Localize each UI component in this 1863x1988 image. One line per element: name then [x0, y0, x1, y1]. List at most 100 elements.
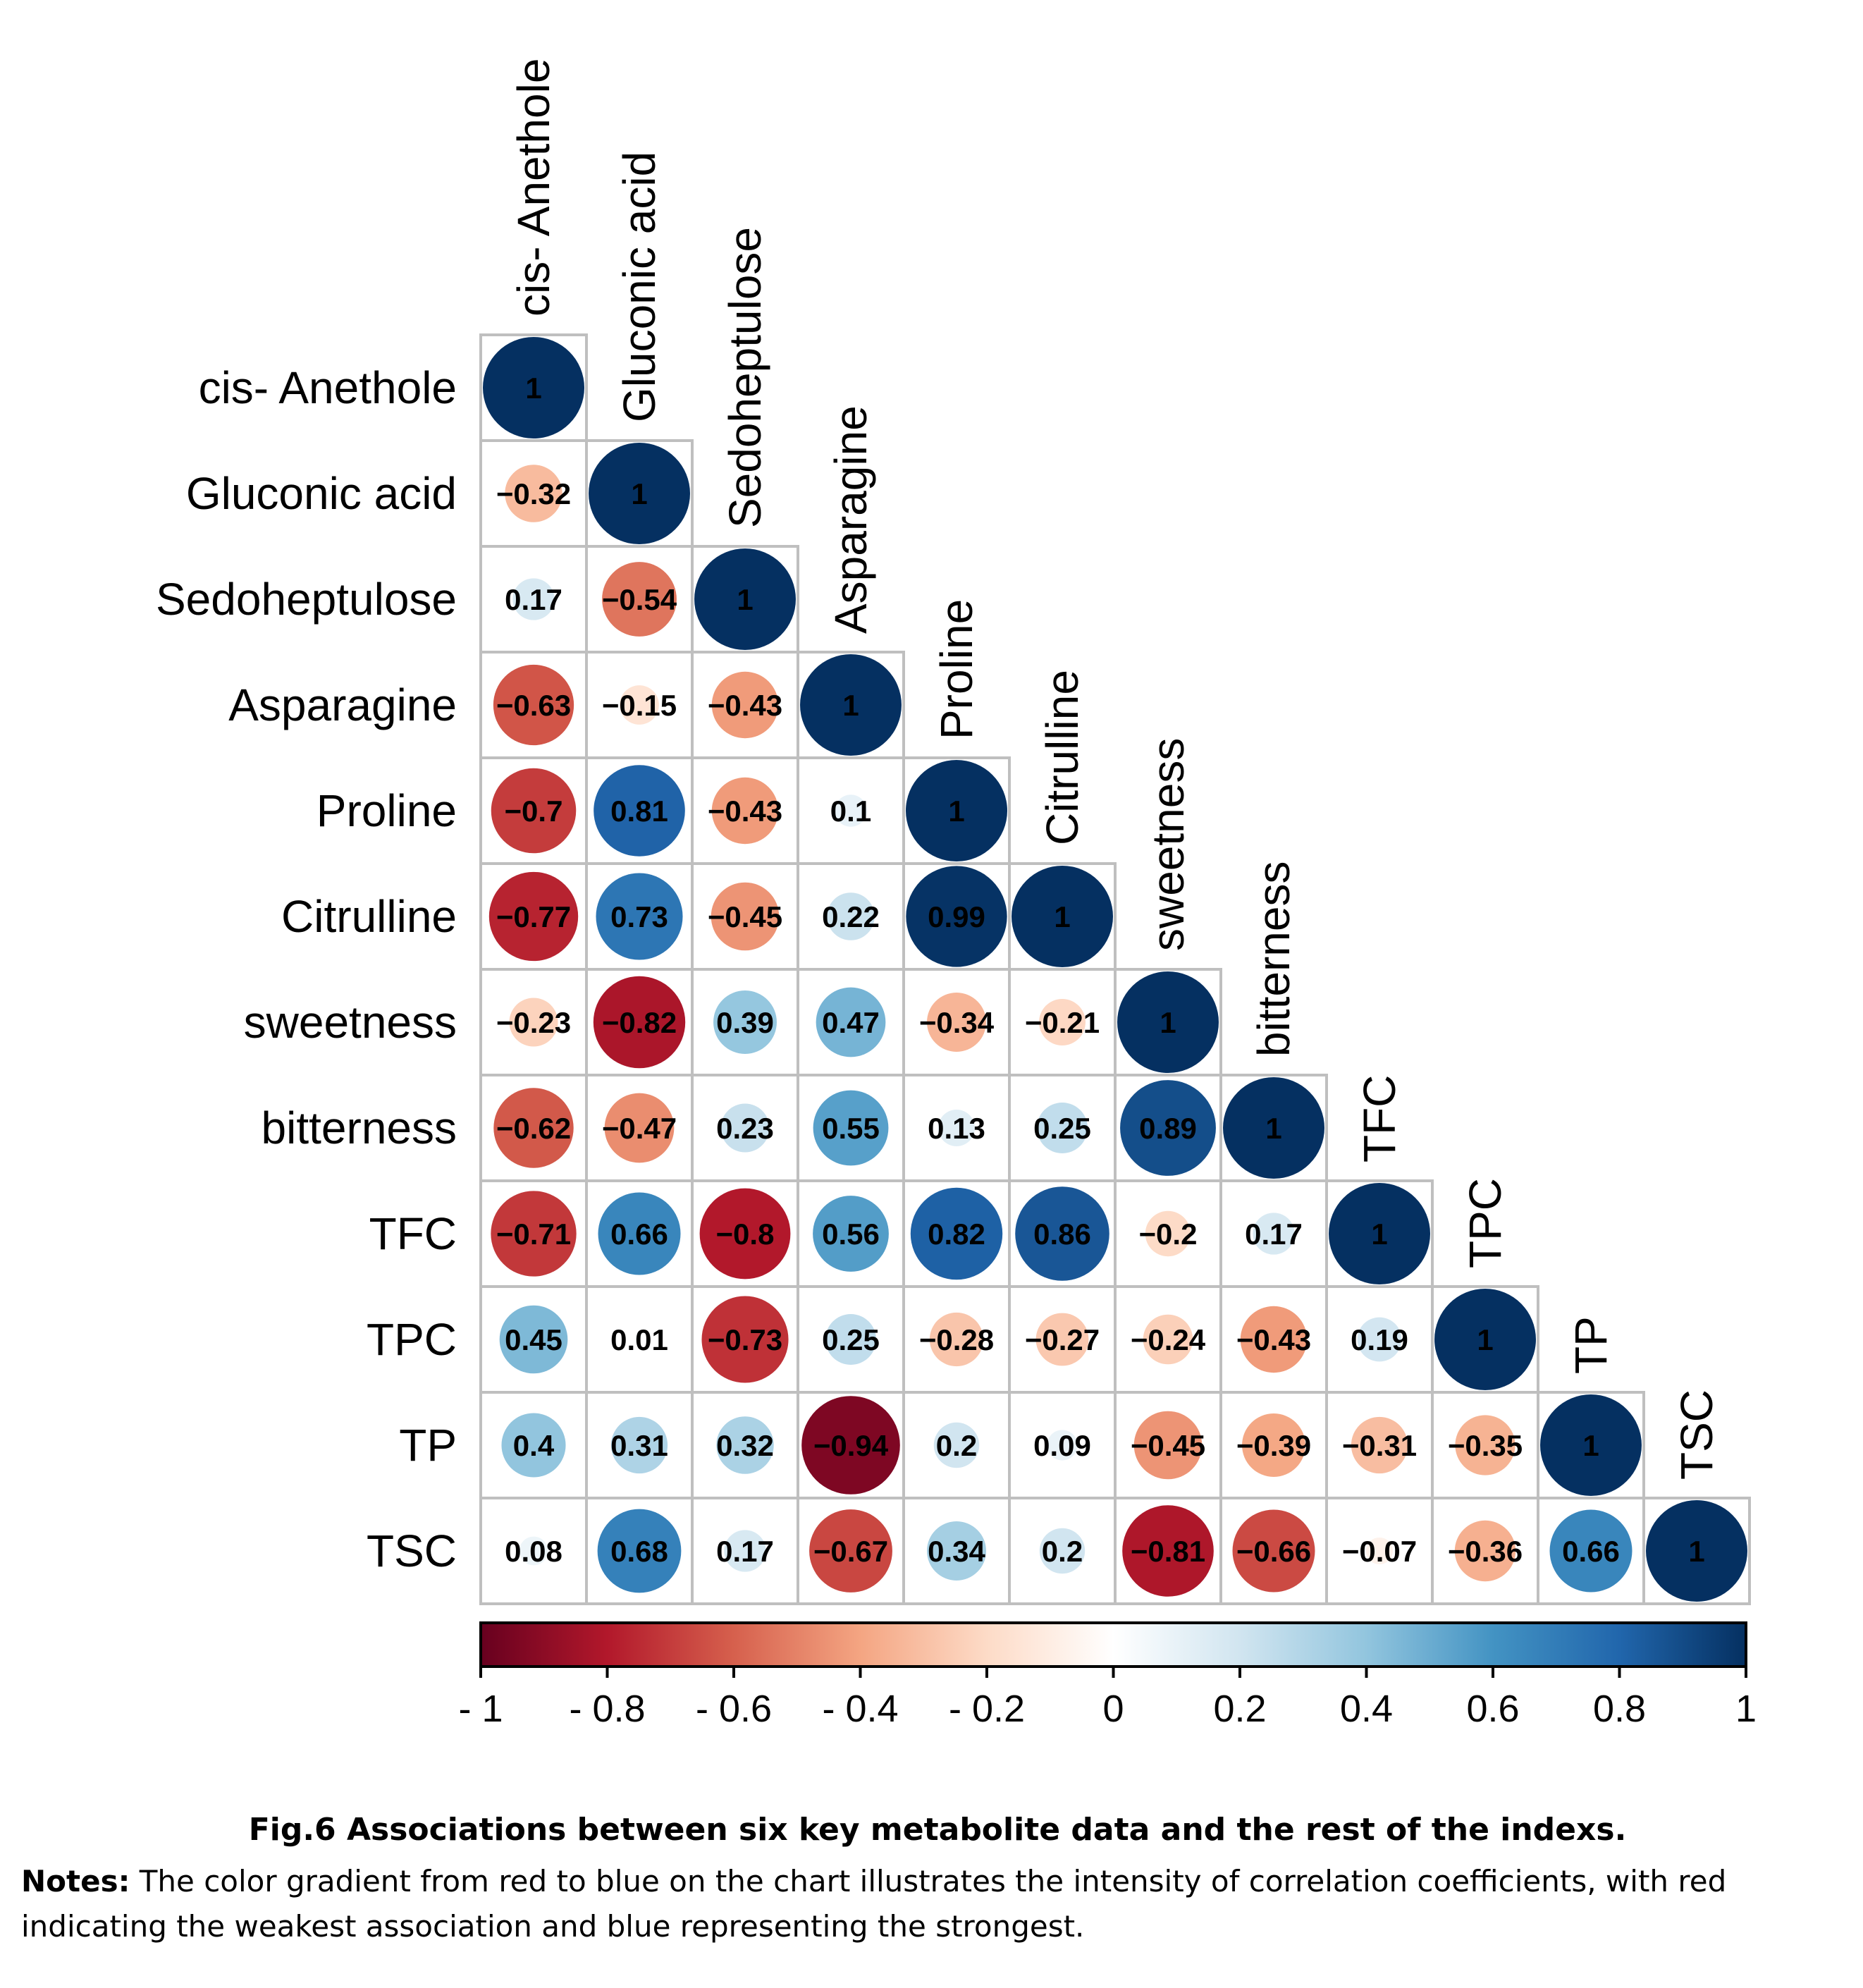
correlation-value: −0.45: [1131, 1429, 1205, 1462]
correlation-circle: [1232, 1509, 1315, 1593]
correlation-value: −0.62: [496, 1112, 571, 1145]
correlation-circle: [1039, 1528, 1086, 1574]
correlation-circle: [933, 1422, 980, 1468]
correlation-value: 0.13: [928, 1112, 985, 1145]
correlation-circle: [800, 654, 902, 756]
correlation-value: 0.34: [928, 1535, 985, 1568]
colorbar-tick-label: 0.2: [1213, 1688, 1266, 1730]
correlation-value: −0.23: [496, 1006, 571, 1039]
correlation-value: 0.22: [822, 900, 880, 933]
correlation-circle: [505, 465, 562, 522]
column-label: Asparagine: [825, 405, 876, 634]
column-label: Citrulline: [1037, 670, 1088, 845]
correlation-circle: [1037, 1103, 1088, 1153]
correlation-circle: [491, 1191, 577, 1277]
correlation-value: −0.27: [1025, 1323, 1100, 1356]
correlation-circle: [610, 1416, 668, 1474]
correlation-circle: [1143, 1314, 1193, 1365]
correlation-circle: [938, 1110, 975, 1146]
correlation-circle: [816, 987, 886, 1057]
correlation-value: 0.01: [610, 1323, 668, 1356]
row-label: TP: [399, 1420, 457, 1471]
caption-notes-label: Notes:: [21, 1864, 130, 1898]
correlation-value: 1: [1054, 900, 1070, 933]
correlation-circle: [724, 1530, 766, 1572]
correlation-circle: [929, 1312, 984, 1367]
colorbar-ticks: - 1 - 0.8 - 0.6 - 0.4 - 0.2 0 0.2 0.4 0.6 0.8 1: [458, 1667, 1757, 1730]
correlation-value: −0.43: [1236, 1323, 1311, 1356]
correlation-circle: [1035, 1313, 1089, 1366]
correlation-circle: [1117, 971, 1219, 1073]
row-label: cis- Anethole: [199, 362, 457, 413]
column-label: cis- Anethole: [508, 59, 559, 317]
correlation-value: 0.08: [505, 1535, 562, 1568]
colorbar-tick-label: - 0.2: [949, 1688, 1025, 1730]
row-labels: cis- Anethole Gluconic acid Sedoheptulose A…: [156, 362, 457, 1576]
correlation-circle: [1039, 999, 1086, 1045]
correlation-circle: [906, 760, 1007, 861]
correlation-circle: [699, 1188, 791, 1280]
correlation-circle: [927, 993, 986, 1052]
colorbar-tick-label: - 0.4: [822, 1688, 898, 1730]
correlation-value: 1: [1582, 1429, 1599, 1462]
correlation-value: 0.17: [1245, 1217, 1303, 1251]
correlation-value: 0.73: [610, 900, 668, 933]
correlation-circle: [701, 1296, 789, 1383]
grid-cell: [797, 756, 905, 865]
correlation-circle: [1253, 1213, 1295, 1255]
correlation-value: 1: [842, 689, 859, 722]
grid-cell: [479, 968, 588, 1076]
correlation-circle: [813, 1090, 889, 1166]
column-label: bitterness: [1248, 861, 1299, 1057]
correlation-circle: [602, 562, 677, 637]
correlation-value: −0.34: [919, 1006, 995, 1039]
colorbar-tick-label: - 0.6: [696, 1688, 772, 1730]
row-label: Gluconic acid: [186, 468, 457, 519]
matrix-circles: [483, 337, 1747, 1602]
column-label: Sedoheptulose: [720, 227, 770, 528]
correlation-value: −0.43: [708, 794, 782, 828]
correlation-value: −0.47: [602, 1112, 677, 1145]
colorbar-legend: - 1 - 0.8 - 0.6 - 0.4 - 0.2 0 0.2 0.4 0.6 0.8 1: [458, 1621, 1757, 1730]
colorbar-tick-label: 1: [1735, 1688, 1757, 1730]
correlation-circle: [906, 866, 1007, 967]
column-label: TFC: [1354, 1075, 1405, 1162]
colorbar-tick-label: 0.4: [1340, 1688, 1393, 1730]
correlation-value: 1: [948, 794, 964, 828]
correlation-value: −0.94: [813, 1429, 889, 1462]
correlation-circle: [634, 1334, 645, 1345]
correlation-circle: [493, 664, 574, 746]
correlation-circle: [1242, 1413, 1305, 1477]
correlation-value: 1: [1160, 1006, 1176, 1039]
correlation-circle: [493, 1088, 574, 1168]
correlation-circle: [1047, 1430, 1078, 1461]
correlation-value: 0.47: [822, 1006, 880, 1039]
column-labels: cis- Anethole Gluconic acid Sedoheptulose A…: [508, 59, 1722, 1480]
correlation-value: −0.35: [1448, 1429, 1523, 1462]
correlation-circle: [1434, 1289, 1536, 1390]
correlation-value: 0.55: [822, 1112, 880, 1145]
matrix-values: 1 −0.32 1 0.17 −0.54 1 −0.63 −0.15 −0.43 1 −0.7 0.8…: [496, 372, 1705, 1568]
column-label: Proline: [931, 599, 982, 740]
correlation-value: −0.77: [496, 900, 571, 933]
correlation-value: 0.25: [822, 1323, 880, 1356]
correlation-value: 1: [737, 583, 753, 616]
correlation-circle: [1646, 1500, 1747, 1602]
correlation-value: 1: [1477, 1323, 1493, 1356]
correlation-value: 1: [525, 372, 541, 405]
correlation-circle: [596, 873, 683, 960]
correlation-circle: [711, 671, 779, 739]
row-label: Proline: [316, 785, 457, 836]
row-label: bitterness: [262, 1103, 457, 1153]
grid-cell: [585, 651, 694, 759]
correlation-value: 0.09: [1033, 1429, 1091, 1462]
correlation-circle: [711, 777, 779, 845]
correlation-value: 0.17: [505, 583, 562, 616]
correlation-circle: [711, 882, 780, 951]
correlation-value: −0.7: [505, 794, 563, 828]
correlation-circle: [509, 998, 558, 1047]
correlation-value: 0.4: [513, 1429, 555, 1462]
correlation-circle: [1351, 1416, 1408, 1474]
correlation-circle: [1357, 1317, 1402, 1362]
correlation-value: 0.31: [610, 1429, 668, 1462]
